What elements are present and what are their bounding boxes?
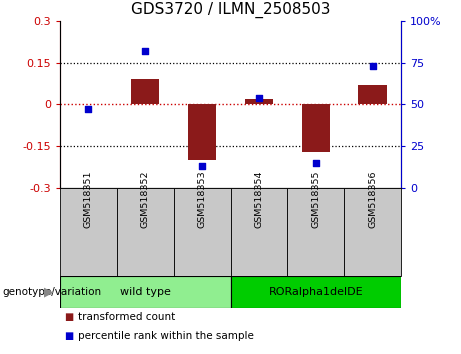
Text: GSM518355: GSM518355 [311,171,320,228]
Bar [358,85,387,104]
Point [198,163,206,169]
Bar [230,188,287,276]
Text: GSM518354: GSM518354 [254,171,263,228]
Text: ▶: ▶ [44,286,53,298]
Title: GDS3720 / ILMN_2508503: GDS3720 / ILMN_2508503 [131,2,330,18]
Bar [174,188,230,276]
Bar [60,188,117,276]
Text: transformed count: transformed count [78,312,176,322]
Text: ■: ■ [65,312,74,322]
Bar [230,276,401,308]
Bar [344,188,401,276]
Bar [131,80,160,104]
Text: wild type: wild type [120,287,171,297]
Point [312,160,319,166]
Text: GSM518352: GSM518352 [141,171,150,228]
Bar [245,99,273,104]
Text: genotype/variation: genotype/variation [2,287,101,297]
Text: ■: ■ [65,331,74,341]
Text: percentile rank within the sample: percentile rank within the sample [78,331,254,341]
Point [85,107,92,112]
Point [255,95,263,101]
Text: RORalpha1delDE: RORalpha1delDE [268,287,363,297]
Text: GSM518353: GSM518353 [198,171,207,228]
Bar [287,188,344,276]
Bar [188,104,216,160]
Point [369,63,376,69]
Text: GSM518356: GSM518356 [368,171,377,228]
Point [142,48,149,54]
Text: GSM518351: GSM518351 [84,171,93,228]
Bar [301,104,330,152]
Bar [60,276,230,308]
Bar [117,188,174,276]
